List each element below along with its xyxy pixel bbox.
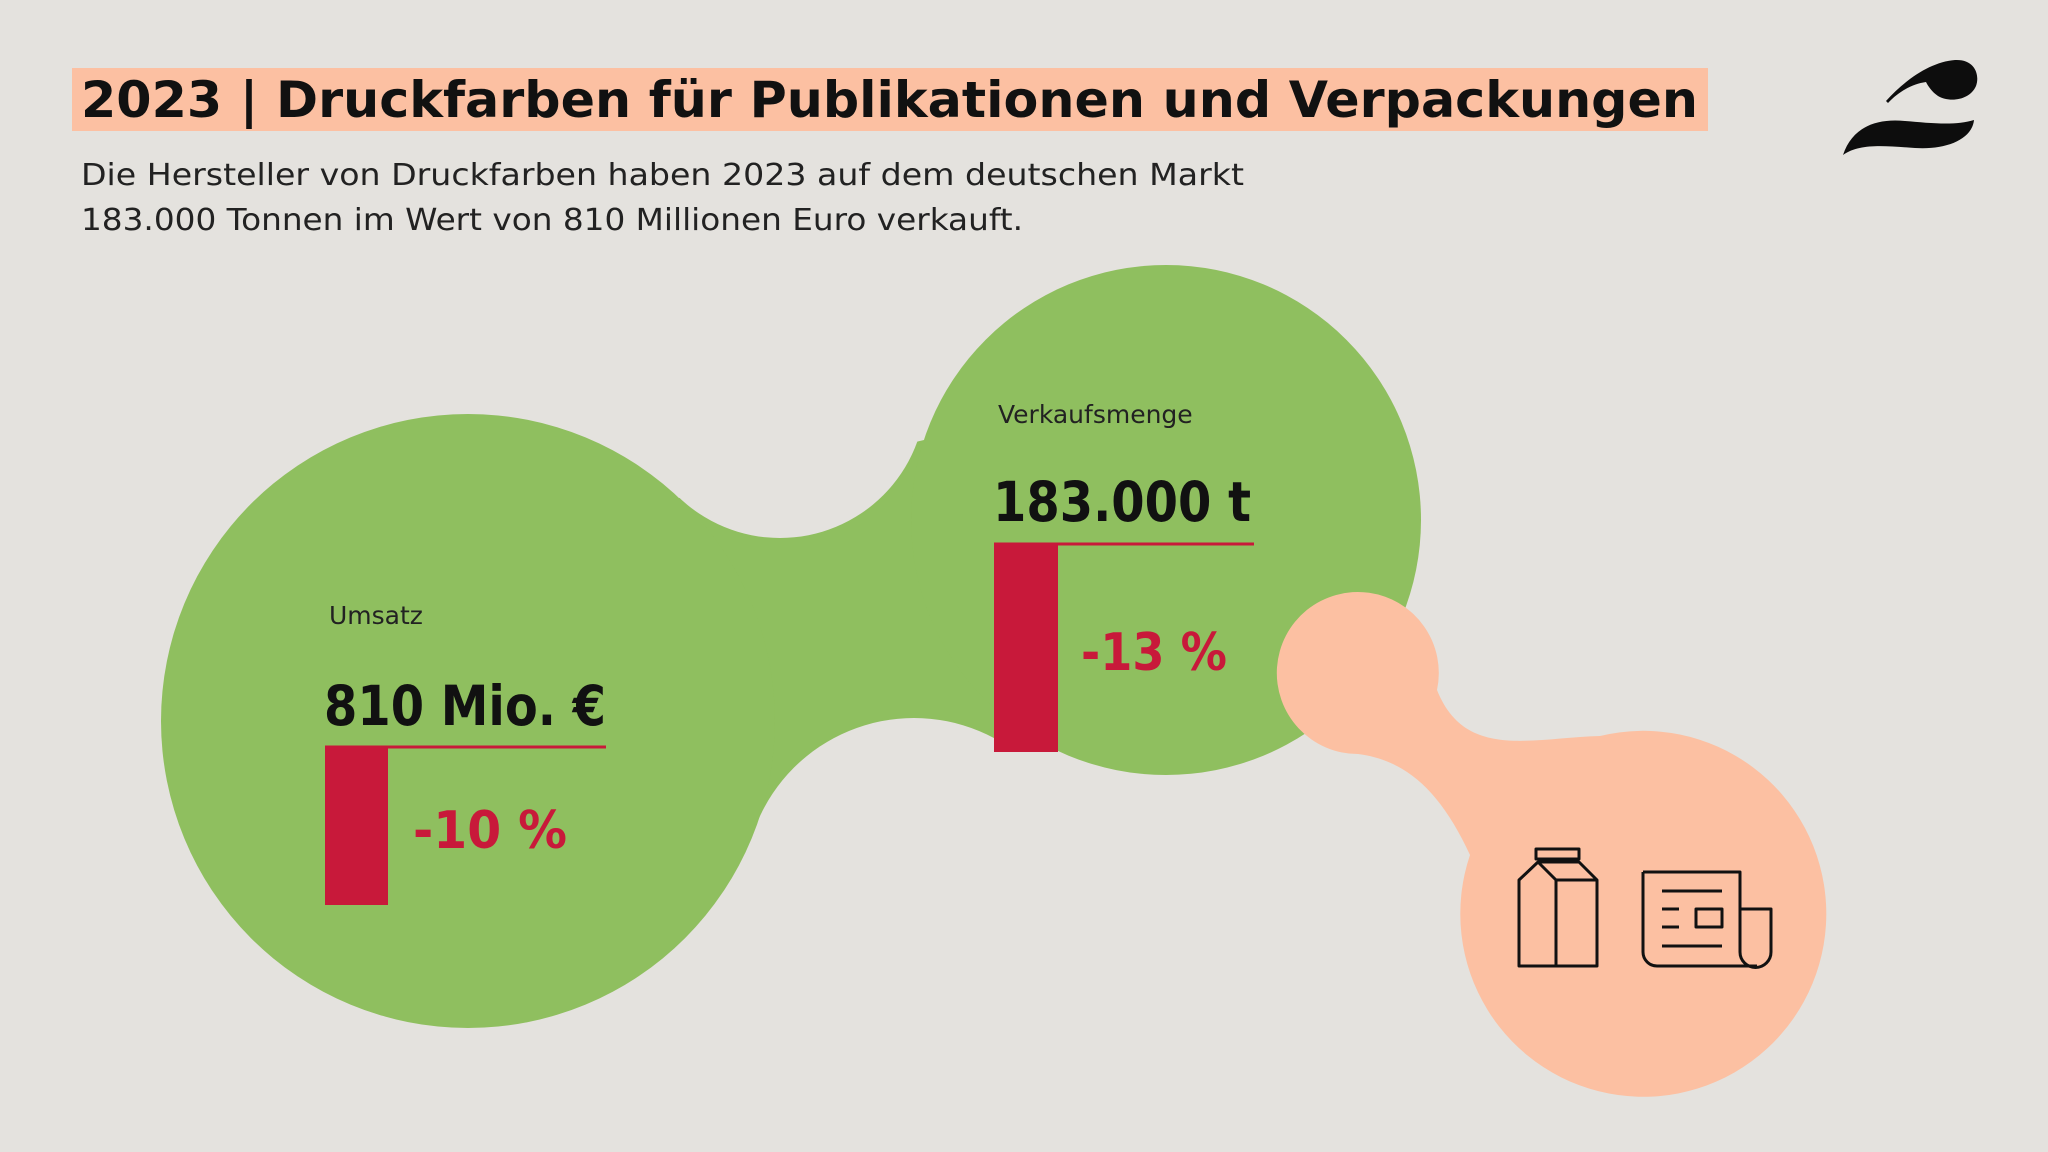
revenue-change: -10 % [413,801,567,861]
volume-value: 183.000 t [993,470,1251,534]
volume-label: Verkaufsmenge [998,400,1193,429]
title-highlight [72,68,1708,131]
subtitle-line-1: Die Hersteller von Druckfarben haben 202… [81,158,1244,193]
volume-change: -13 % [1081,623,1227,683]
milk-carton-icon [1517,847,1599,968]
volume-change-bar [994,543,1058,752]
newspaper-icon [1641,870,1773,969]
revenue-label: Umsatz [329,601,423,630]
subtitle-line-2: 183.000 Tonnen im Wert von 810 Millionen… [81,203,1023,238]
revenue-change-bar [325,746,388,905]
peach-blob [1276,592,1827,1097]
page-title: 2023 | Druckfarben für Publikationen und… [81,71,1698,129]
brand-logo-icon [1843,59,1978,155]
revenue-value: 810 Mio. € [324,674,606,738]
volume-metric: Verkaufsmenge 183.000 t -13 % [993,400,1254,752]
revenue-metric: Umsatz 810 Mio. € -10 % [324,601,606,905]
